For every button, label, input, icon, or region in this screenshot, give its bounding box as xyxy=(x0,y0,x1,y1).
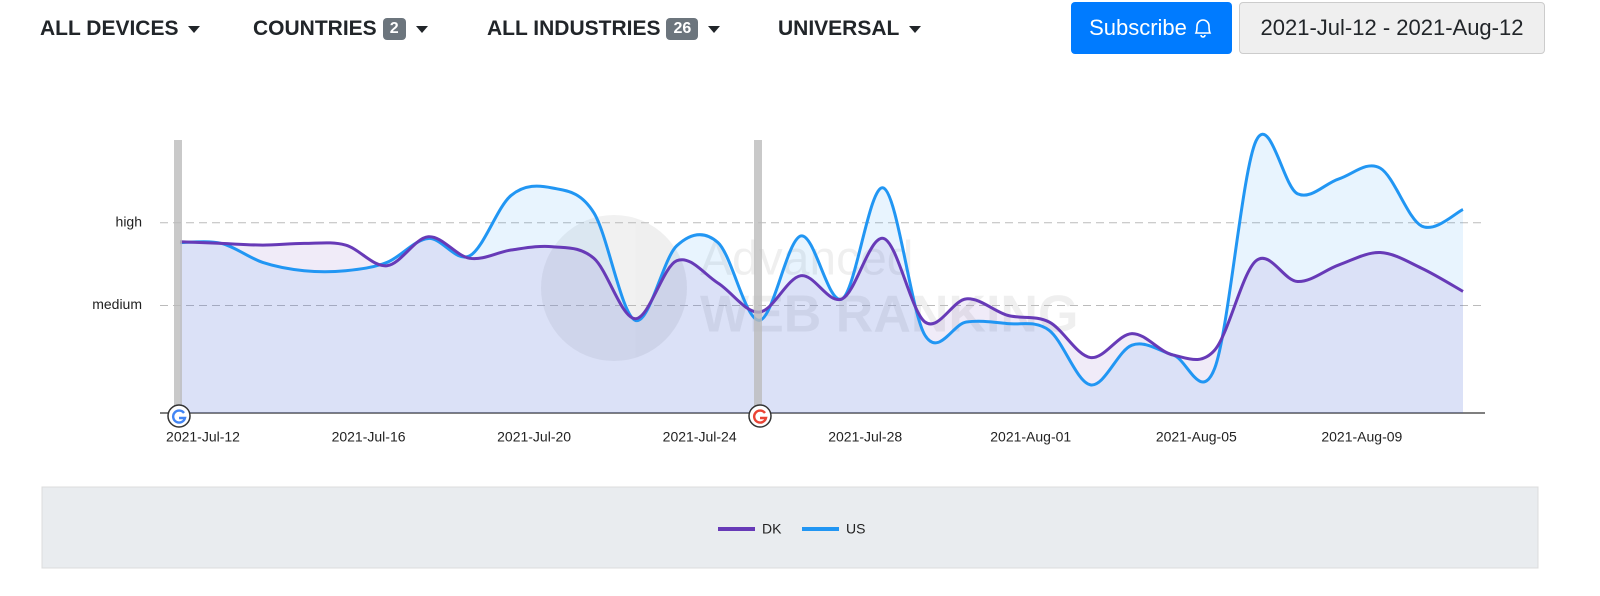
badge: 26 xyxy=(666,18,699,40)
x-tick-label: 2021-Jul-12 xyxy=(166,429,240,445)
label: UNIVERSAL xyxy=(778,17,900,40)
subscribe-button[interactable]: Subscribe xyxy=(1071,2,1232,54)
legend-label: DK xyxy=(762,521,782,537)
devices-dropdown[interactable]: ALL DEVICES xyxy=(40,14,201,44)
area xyxy=(180,236,1463,413)
x-tick-label: 2021-Jul-28 xyxy=(828,429,902,445)
label: 2021-Jul-12 - 2021-Aug-12 xyxy=(1260,15,1524,40)
x-tick-label: 2021-Aug-05 xyxy=(1156,429,1237,445)
label: Subscribe xyxy=(1089,15,1187,40)
google-icon xyxy=(748,404,772,428)
event-bar xyxy=(174,140,182,413)
label: ALL DEVICES xyxy=(40,17,179,40)
label: ALL INDUSTRIES xyxy=(487,17,661,40)
watermark-text: WEB RANKING xyxy=(700,286,1078,344)
y-tick-label: high xyxy=(116,213,142,229)
areas xyxy=(180,134,1463,413)
google-icon xyxy=(167,404,191,428)
legend-label: US xyxy=(846,521,865,537)
y-tick-label: medium xyxy=(92,296,142,312)
x-tick-label: 2021-Jul-16 xyxy=(332,429,406,445)
search-type-dropdown[interactable]: UNIVERSAL xyxy=(778,14,922,44)
watermark-globe xyxy=(541,215,687,361)
plot: medium high 2021-Jul-12 2021-Jul-16 2021-Jul… xyxy=(92,132,1485,445)
lines xyxy=(179,132,1464,387)
x-tick-label: 2021-Aug-01 xyxy=(990,429,1071,445)
watermark: Advanced WEB RANKING xyxy=(541,215,1078,361)
badge: 2 xyxy=(382,18,406,40)
event-bar xyxy=(754,140,762,413)
legend-panel xyxy=(41,486,1539,569)
date-range-button[interactable]: 2021-Jul-12 - 2021-Aug-12 xyxy=(1239,2,1545,54)
industries-dropdown[interactable]: ALL INDUSTRIES 26 xyxy=(487,14,721,44)
label: COUNTRIES xyxy=(253,17,377,40)
x-tick-label: 2021-Aug-09 xyxy=(1321,429,1402,445)
area xyxy=(180,134,1463,413)
x-tick-label: 2021-Jul-20 xyxy=(497,429,571,445)
countries-dropdown[interactable]: COUNTRIES 2 xyxy=(253,14,428,44)
bell-icon xyxy=(1194,19,1212,38)
line xyxy=(179,235,1464,362)
x-tick-label: 2021-Jul-24 xyxy=(663,429,737,445)
